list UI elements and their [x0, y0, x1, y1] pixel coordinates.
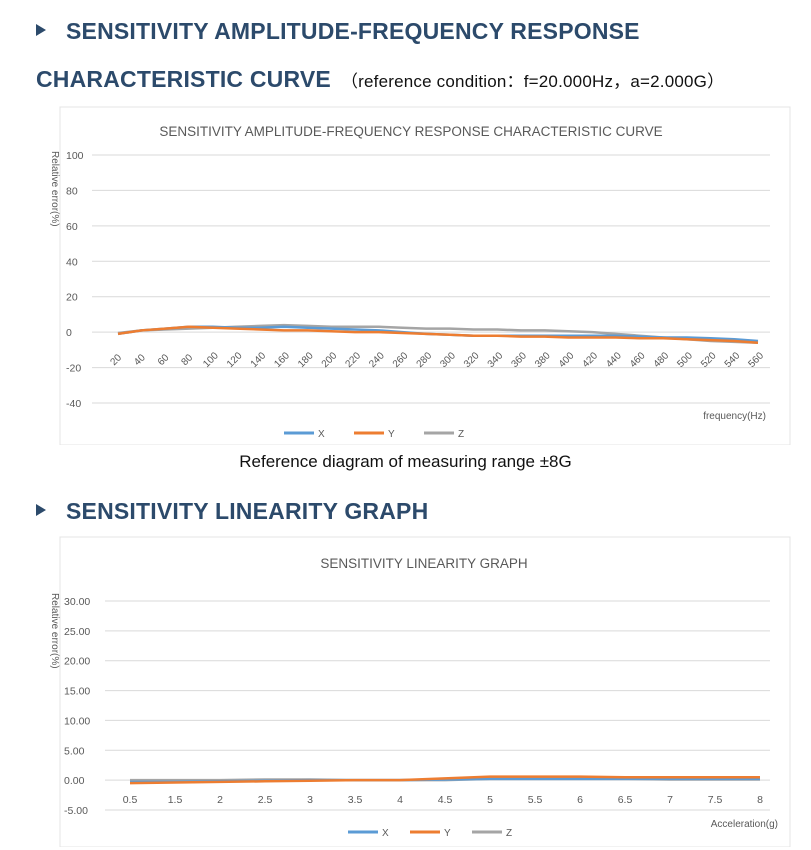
x-tick-label: 20	[108, 352, 124, 368]
legend-label-x: X	[318, 429, 325, 440]
x-tick-label: 140	[249, 350, 269, 370]
x-axis-label: frequency(Hz)	[703, 411, 766, 422]
y-tick-label: -5.00	[64, 805, 88, 817]
legend-label-x: X	[382, 828, 389, 839]
x-tick-label: 3.5	[348, 794, 363, 806]
x-tick-label: 6	[577, 794, 583, 806]
y-tick-label: 5.00	[64, 745, 85, 757]
section-heading-frequency-response: SENSITIVITY AMPLITUDE-FREQUENCY RESPONSE	[36, 18, 640, 45]
section-heading-linearity: SENSITIVITY LINEARITY GRAPH	[36, 498, 428, 525]
x-tick-label: 160	[272, 350, 292, 370]
legend-label-z: Z	[458, 429, 464, 440]
x-tick-label: 40	[132, 352, 148, 368]
y-tick-label: 15.00	[64, 686, 90, 698]
x-tick-label: 180	[296, 350, 316, 370]
y-tick-label: 40	[66, 256, 78, 268]
x-tick-label: 500	[675, 350, 695, 370]
linearity-chart: SENSITIVITY LINEARITY GRAPH Relative erro…	[49, 536, 791, 847]
y-tick-label: -20	[66, 363, 81, 375]
section-heading-frequency-response-line2: CHARACTERISTIC CURVE （reference condition…	[36, 66, 724, 93]
x-axis-label: Acceleration(g)	[711, 819, 778, 830]
x-tick-label: 460	[628, 350, 648, 370]
x-tick-label: 440	[604, 350, 624, 370]
x-tick-label: 0.5	[123, 794, 138, 806]
x-tick-label: 220	[343, 350, 363, 370]
reference-condition: （reference condition：f=20.000Hz，a=2.000G…	[340, 72, 725, 91]
y-tick-label: 60	[66, 221, 78, 233]
chart-title: SENSITIVITY LINEARITY GRAPH	[320, 556, 527, 571]
triangle-bullet-icon	[36, 504, 46, 516]
x-tick-label: 260	[391, 350, 411, 370]
x-tick-label: 240	[367, 350, 387, 370]
y-tick-label: 0.00	[64, 775, 85, 787]
x-tick-label: 360	[509, 350, 529, 370]
x-tick-label: 2.5	[258, 794, 273, 806]
x-tick-label: 560	[746, 350, 766, 370]
x-tick-label: 5	[487, 794, 493, 806]
legend-label-z: Z	[506, 828, 512, 839]
y-tick-label: 100	[66, 150, 84, 162]
series-line-y	[129, 775, 760, 785]
x-tick-label: 400	[557, 350, 577, 370]
x-tick-label: 4	[397, 794, 403, 806]
x-tick-label: 480	[652, 350, 672, 370]
chart-frame	[59, 536, 791, 847]
x-tick-label: 420	[581, 350, 601, 370]
x-tick-label: 3	[307, 794, 313, 806]
chart1-caption: Reference diagram of measuring range ±8G	[239, 452, 572, 471]
series-line-y	[117, 325, 759, 345]
x-tick-label: 4.5	[438, 794, 453, 806]
y-tick-label: 30.00	[64, 596, 90, 608]
y-axis-label: Relative error(%)	[49, 151, 60, 227]
triangle-bullet-icon	[36, 24, 46, 36]
y-tick-label: 20.00	[64, 656, 90, 668]
chart-title: SENSITIVITY AMPLITUDE-FREQUENCY RESPONSE…	[159, 124, 662, 139]
y-tick-label: -40	[66, 398, 81, 410]
legend-label-y: Y	[388, 429, 395, 440]
x-tick-label: 1.5	[168, 794, 183, 806]
x-tick-label: 340	[486, 350, 506, 370]
frequency-response-chart: SENSITIVITY AMPLITUDE-FREQUENCY RESPONSE…	[49, 106, 791, 445]
y-tick-label: 80	[66, 185, 78, 197]
x-tick-label: 8	[757, 794, 763, 806]
x-tick-label: 6.5	[618, 794, 633, 806]
x-tick-label: 60	[156, 352, 172, 368]
x-tick-label: 2	[217, 794, 223, 806]
x-tick-label: 380	[533, 350, 553, 370]
chart-frame	[59, 106, 791, 445]
y-tick-label: 0	[66, 327, 72, 339]
y-axis-label: Relative error(%)	[49, 593, 60, 669]
y-tick-label: 10.00	[64, 715, 90, 727]
x-tick-label: 300	[438, 350, 458, 370]
x-tick-label: 7.5	[708, 794, 723, 806]
x-tick-label: 520	[699, 350, 719, 370]
y-tick-label: 20	[66, 292, 78, 304]
heading-linearity-title: SENSITIVITY LINEARITY GRAPH	[66, 498, 429, 524]
x-tick-label: 280	[415, 350, 435, 370]
heading-line1: SENSITIVITY AMPLITUDE-FREQUENCY RESPONSE	[66, 18, 640, 44]
x-tick-label: 80	[180, 352, 196, 368]
x-tick-label: 200	[320, 350, 340, 370]
x-tick-label: 5.5	[528, 794, 543, 806]
x-tick-label: 120	[225, 350, 245, 370]
x-tick-label: 7	[667, 794, 673, 806]
x-tick-label: 540	[723, 350, 743, 370]
heading-line2: CHARACTERISTIC CURVE	[36, 66, 331, 92]
legend-label-y: Y	[444, 828, 451, 839]
x-tick-label: 100	[201, 350, 221, 370]
y-tick-label: 25.00	[64, 626, 90, 638]
x-tick-label: 320	[462, 350, 482, 370]
